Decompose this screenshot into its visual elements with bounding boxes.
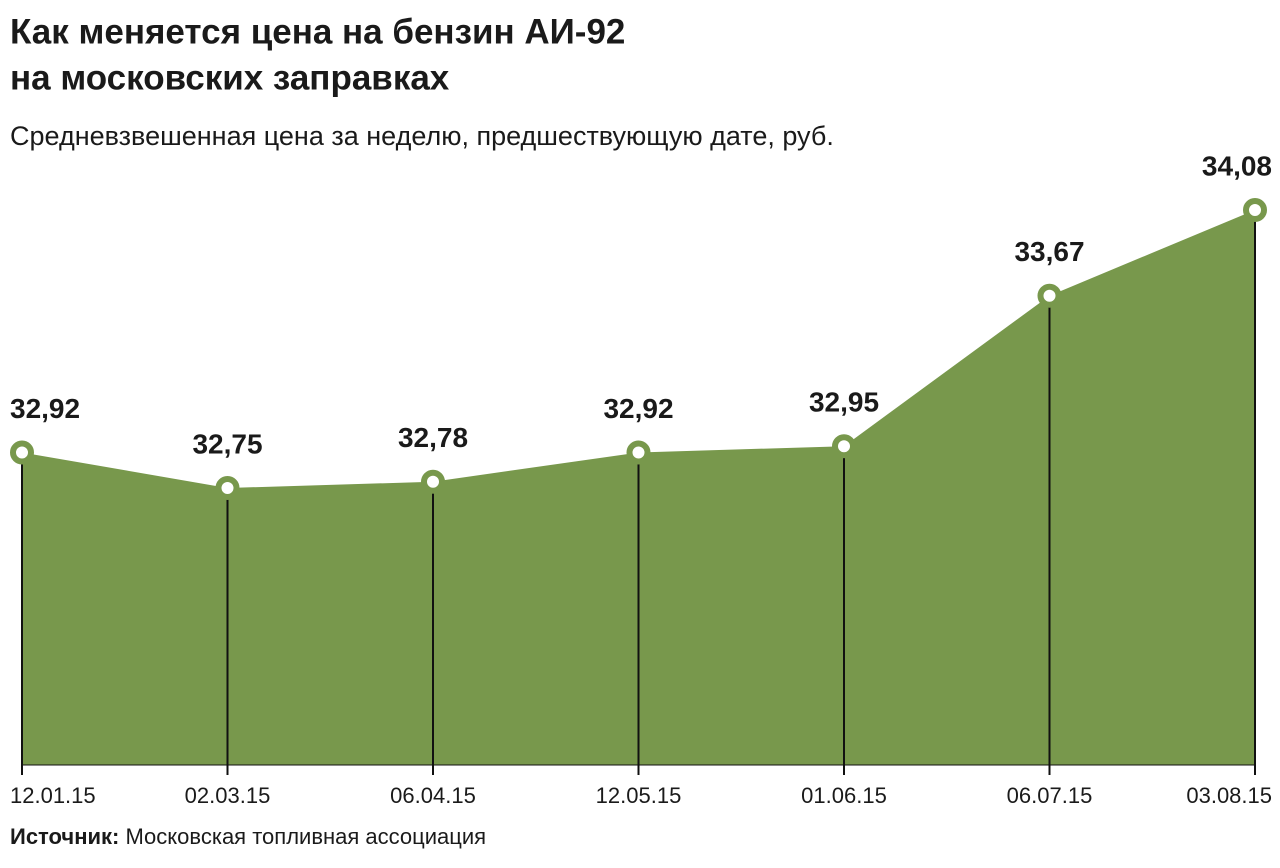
x-tick-label: 02.03.15 [185, 783, 271, 808]
chart-title: на московских заправках [10, 58, 450, 97]
point [10, 440, 34, 465]
point [421, 469, 445, 494]
x-tick-label: 03.08.15 [1186, 783, 1272, 808]
source: Источник: Московская топливная ассоциаци… [10, 824, 486, 849]
value-label: 32,92 [603, 393, 673, 424]
value-label: 32,95 [809, 387, 879, 418]
source-label: Источник: [10, 824, 119, 849]
value-label: 32,75 [192, 428, 262, 459]
point [1037, 283, 1062, 308]
value-label: 33,67 [1014, 236, 1084, 267]
point [1243, 198, 1267, 222]
x-tick-label: 12.05.15 [596, 783, 682, 808]
x-tick-label: 01.06.15 [801, 783, 887, 808]
x-tick-label: 06.07.15 [1007, 783, 1093, 808]
point [215, 476, 240, 500]
value-label: 34,08 [1202, 150, 1272, 181]
chart-title: Как меняется цена на бензин АИ-92 [10, 12, 625, 51]
x-tick-label: 12.01.15 [10, 783, 96, 808]
value-label: 32,92 [10, 393, 80, 424]
value-label: 32,78 [398, 422, 468, 453]
chart-subtitle: Средневзвешенная цена за неделю, предшес… [10, 121, 834, 151]
x-tick-label: 06.04.15 [390, 783, 476, 808]
point [832, 434, 856, 459]
point [626, 440, 651, 465]
source-text: Московская топливная ассоциация [125, 824, 486, 849]
